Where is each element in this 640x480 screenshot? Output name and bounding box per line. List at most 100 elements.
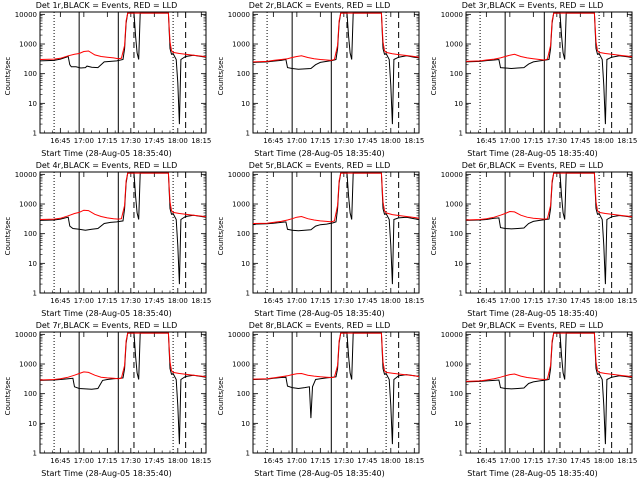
lld-series-line bbox=[253, 12, 419, 63]
x-tick-label: 17:45 bbox=[144, 457, 164, 465]
x-tick-label: 17:15 bbox=[310, 457, 330, 465]
y-tick-label: 1 bbox=[33, 450, 37, 458]
x-tick-label: 17:00 bbox=[500, 297, 520, 305]
x-tick-label: 16:45 bbox=[50, 457, 70, 465]
y-tick-label: 10000 bbox=[441, 331, 463, 339]
x-tick-label: 17:00 bbox=[74, 457, 94, 465]
y-tick-label: 100 bbox=[237, 70, 250, 78]
y-axis-label: Counts/sec bbox=[430, 376, 438, 416]
plot-frame bbox=[39, 171, 207, 294]
y-axis-label: Counts/sec bbox=[217, 216, 225, 256]
x-tick-label: 18:15 bbox=[617, 137, 637, 145]
x-tick-label: 17:00 bbox=[287, 297, 307, 305]
x-tick-label: 17:15 bbox=[310, 297, 330, 305]
y-tick-label: 10000 bbox=[441, 11, 463, 19]
y-tick-label: 1000 bbox=[232, 361, 250, 369]
x-tick-label: 18:00 bbox=[381, 297, 401, 305]
x-tick-label: 17:15 bbox=[523, 297, 543, 305]
x-tick-label: 16:45 bbox=[263, 297, 283, 305]
x-tick-label: 16:45 bbox=[50, 297, 70, 305]
x-tick-label: 17:30 bbox=[547, 137, 567, 145]
x-tick-label: 17:15 bbox=[97, 137, 117, 145]
y-tick-label: 100 bbox=[237, 230, 250, 238]
panel-plot-svg: 1 10 100 1000 10000 16:45 17:00 17:15 17:30 17:45… bbox=[15, 11, 212, 145]
x-tick-label: 17:15 bbox=[97, 297, 117, 305]
x-tick-label: 18:15 bbox=[191, 137, 211, 145]
y-tick-label: 1 bbox=[459, 450, 463, 458]
plot-frame bbox=[465, 171, 633, 294]
y-tick-label: 10 bbox=[28, 100, 37, 108]
y-axis-label: Counts/sec bbox=[217, 376, 225, 416]
panel-plot-svg: 1 10 100 1000 10000 16:45 17:00 17:15 17:30 17:45… bbox=[441, 11, 638, 145]
y-tick-label: 1 bbox=[246, 450, 250, 458]
x-tick-label: 16:45 bbox=[476, 137, 496, 145]
panel-title: Det 9r,BLACK = Events, RED = LLD bbox=[461, 321, 604, 330]
panel-title: Det 8r,BLACK = Events, RED = LLD bbox=[248, 321, 391, 330]
x-tick-label: 17:45 bbox=[570, 457, 590, 465]
x-tick-label: 17:30 bbox=[334, 297, 354, 305]
lld-series-line bbox=[40, 332, 206, 381]
x-tick-label: 17:15 bbox=[97, 457, 117, 465]
x-tick-label: 16:45 bbox=[263, 137, 283, 145]
x-axis-label: Start Time (28-Aug-05 18:35:40) bbox=[254, 309, 385, 318]
panel-title: Det 1r,BLACK = Events, RED = LLD bbox=[35, 1, 178, 10]
y-axis-label: Counts/sec bbox=[217, 56, 225, 96]
y-axis-label: Counts/sec bbox=[430, 216, 438, 256]
y-tick-label: 1 bbox=[33, 290, 37, 298]
y-tick-label: 10 bbox=[454, 260, 463, 268]
x-tick-label: 17:45 bbox=[357, 137, 377, 145]
y-tick-label: 1000 bbox=[445, 361, 463, 369]
events-series-line bbox=[253, 12, 419, 125]
panel-title: Det 5r,BLACK = Events, RED = LLD bbox=[248, 161, 391, 170]
y-tick-label: 1000 bbox=[445, 201, 463, 209]
y-tick-label: 100 bbox=[24, 230, 37, 238]
events-series-line bbox=[466, 172, 632, 285]
x-tick-label: 17:30 bbox=[121, 137, 141, 145]
x-tick-label: 17:00 bbox=[500, 457, 520, 465]
lld-series-line bbox=[40, 12, 206, 60]
y-tick-label: 10000 bbox=[441, 171, 463, 179]
y-tick-label: 100 bbox=[237, 390, 250, 398]
panel-plot-svg: 1 10 100 1000 10000 16:45 17:00 17:15 17:30 17:45… bbox=[228, 171, 425, 305]
y-tick-label: 100 bbox=[450, 70, 463, 78]
plot-frame bbox=[465, 331, 633, 454]
x-tick-label: 18:00 bbox=[381, 457, 401, 465]
y-tick-label: 10 bbox=[454, 100, 463, 108]
panel-plot-svg: 1 10 100 1000 10000 16:45 17:00 17:15 17:30 17:45… bbox=[228, 331, 425, 465]
x-tick-label: 17:00 bbox=[287, 137, 307, 145]
y-tick-label: 1000 bbox=[445, 41, 463, 49]
x-tick-label: 17:30 bbox=[334, 457, 354, 465]
y-tick-label: 100 bbox=[450, 230, 463, 238]
detector-panel-3: 1 10 100 1000 10000 16:45 17:00 17:15 17:30 17:45… bbox=[426, 0, 639, 160]
y-axis-label: Counts/sec bbox=[4, 56, 12, 96]
y-tick-label: 10 bbox=[28, 420, 37, 428]
y-tick-label: 10000 bbox=[228, 171, 250, 179]
x-tick-label: 17:45 bbox=[144, 137, 164, 145]
x-tick-label: 18:15 bbox=[617, 297, 637, 305]
x-tick-label: 17:30 bbox=[121, 297, 141, 305]
plot-frame bbox=[252, 331, 420, 454]
x-tick-label: 17:45 bbox=[144, 297, 164, 305]
events-series-line bbox=[466, 332, 632, 445]
y-tick-label: 100 bbox=[24, 70, 37, 78]
y-tick-label: 1000 bbox=[19, 201, 37, 209]
y-tick-label: 1000 bbox=[19, 41, 37, 49]
x-tick-label: 17:00 bbox=[74, 297, 94, 305]
y-axis-label: Counts/sec bbox=[430, 56, 438, 96]
x-tick-label: 17:45 bbox=[357, 297, 377, 305]
x-tick-label: 17:15 bbox=[523, 137, 543, 145]
x-tick-label: 17:30 bbox=[121, 457, 141, 465]
x-tick-label: 18:00 bbox=[594, 457, 614, 465]
y-tick-label: 100 bbox=[24, 390, 37, 398]
panel-title: Det 3r,BLACK = Events, RED = LLD bbox=[461, 1, 604, 10]
x-axis-label: Start Time (28-Aug-05 18:35:40) bbox=[41, 469, 172, 478]
y-tick-label: 10000 bbox=[228, 331, 250, 339]
x-tick-label: 17:30 bbox=[334, 137, 354, 145]
x-tick-label: 16:45 bbox=[263, 457, 283, 465]
events-series-line bbox=[466, 12, 632, 125]
y-tick-label: 10000 bbox=[15, 331, 37, 339]
events-series-line bbox=[40, 172, 206, 285]
x-tick-label: 17:45 bbox=[570, 297, 590, 305]
y-tick-label: 100 bbox=[450, 390, 463, 398]
